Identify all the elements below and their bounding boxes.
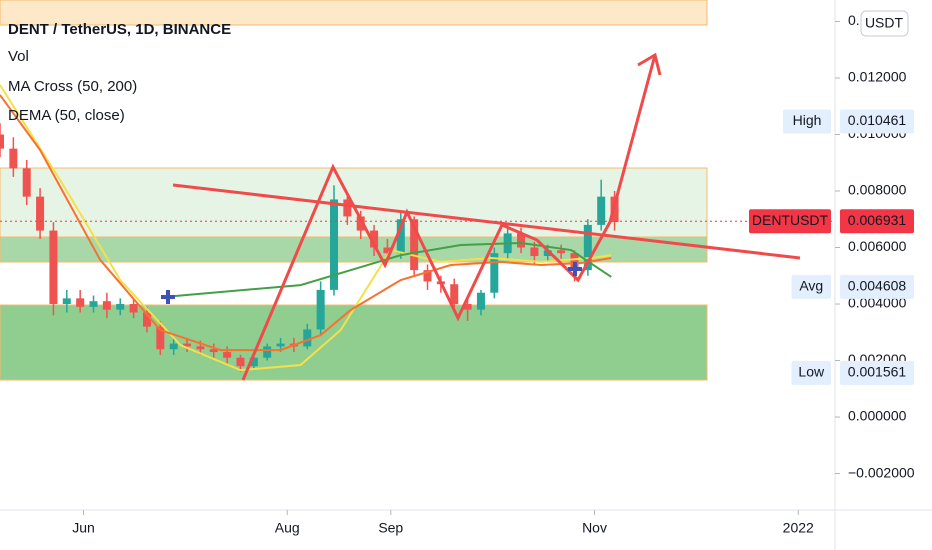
candle-body	[329, 199, 339, 290]
candle-body	[597, 196, 606, 225]
currency-label[interactable]: USDT	[865, 15, 904, 31]
plot	[0, 84, 835, 372]
candle-body	[557, 250, 566, 254]
y-tick-label: 0.000000	[848, 408, 907, 424]
y-tick-label: 0.	[848, 12, 860, 28]
cross-marker	[568, 262, 582, 276]
candle-body	[303, 329, 312, 347]
indicator-line	[163, 241, 612, 298]
zigzag	[241, 54, 657, 381]
indicator-label: DEMA (50, close)	[8, 107, 125, 124]
arrow-head	[637, 52, 662, 76]
x-tick-label: Jun	[72, 520, 95, 536]
indicator-label: Vol	[8, 48, 29, 65]
candle-body	[49, 230, 58, 305]
candle-body	[583, 224, 592, 271]
candle-body	[423, 270, 432, 282]
candle-body	[9, 148, 18, 169]
candle-body	[0, 134, 5, 149]
badge-label: Avg	[799, 278, 823, 294]
candle-body	[517, 233, 526, 248]
candle-body	[543, 250, 552, 256]
badge-label: DENTUSDT	[752, 212, 829, 228]
badge-label: Low	[798, 364, 825, 380]
candle-body	[276, 343, 285, 347]
chart-title: DENT / TetherUS, 1D, BINANCE	[8, 21, 231, 38]
badge-label: High	[793, 112, 822, 128]
legend: DENT / TetherUS, 1D, BINANCE Vol MA Cros…	[8, 21, 231, 124]
candle-body	[223, 352, 232, 358]
candle-body	[249, 357, 258, 367]
candle-body	[196, 346, 205, 350]
x-tick-label: Sep	[378, 520, 403, 536]
badge-value-box	[840, 360, 914, 385]
badge-value: 0.010461	[848, 112, 907, 128]
badge-value-box	[840, 274, 914, 299]
candle-body	[370, 230, 379, 248]
x-tick-label: Nov	[582, 520, 607, 536]
candle-body	[22, 168, 31, 197]
candle-body	[343, 199, 352, 217]
candle-body	[263, 346, 272, 358]
candle-body	[236, 357, 245, 367]
badge-label-box	[749, 209, 831, 234]
zone	[0, 0, 708, 26]
candle-body	[490, 253, 499, 293]
candle-body	[450, 284, 459, 305]
badge-value: 0.004608	[848, 278, 907, 294]
badge-label-box	[783, 109, 831, 134]
candle-body	[356, 216, 365, 231]
indicator-label: MA Cross (50, 200)	[8, 78, 137, 95]
y-tick-label: 0.008000	[848, 182, 907, 198]
trend-line	[172, 183, 801, 260]
candle-body	[396, 219, 405, 254]
badge-value: 0.001561	[848, 364, 907, 380]
y-tick-label: 0.012000	[848, 69, 907, 85]
badge-value: 0.006931	[848, 212, 907, 228]
badge-label-box	[791, 274, 831, 299]
currency-button[interactable]	[860, 10, 909, 37]
candle-body	[116, 304, 125, 310]
candle-body	[183, 343, 192, 347]
candle-body	[142, 312, 151, 327]
candle-body	[410, 219, 419, 271]
trend-drawings	[161, 52, 801, 381]
time-axis	[0, 510, 835, 550]
candle-body	[102, 301, 111, 310]
candle-body	[76, 298, 85, 307]
y-tick-label: 0.006000	[848, 238, 907, 254]
candle-body	[383, 247, 392, 254]
candle-body	[129, 304, 138, 313]
candle-body	[463, 304, 472, 310]
candle-body	[169, 343, 178, 350]
badge-value-box	[840, 209, 914, 234]
indicator-line	[0, 94, 612, 352]
y-tick-label: −0.002000	[848, 464, 915, 480]
x-tick-label: Aug	[275, 520, 300, 536]
badge-label-box	[791, 360, 831, 385]
candle-body	[36, 196, 45, 231]
candle-body	[209, 349, 218, 353]
candle-body	[570, 253, 579, 271]
zone	[0, 304, 708, 381]
axes: −0.0020000.0000000.0020000.0040000.00600…	[72, 12, 915, 536]
candle-body	[530, 247, 539, 256]
cross-marker	[161, 290, 175, 304]
candle-body	[62, 298, 71, 305]
badge-value-box	[840, 109, 914, 134]
candle-body	[476, 292, 485, 310]
candle-body	[316, 289, 325, 330]
candle-body	[89, 301, 98, 307]
candle-body	[156, 326, 165, 350]
indicator-line	[0, 84, 612, 372]
x-tick-label: 2022	[783, 520, 814, 536]
